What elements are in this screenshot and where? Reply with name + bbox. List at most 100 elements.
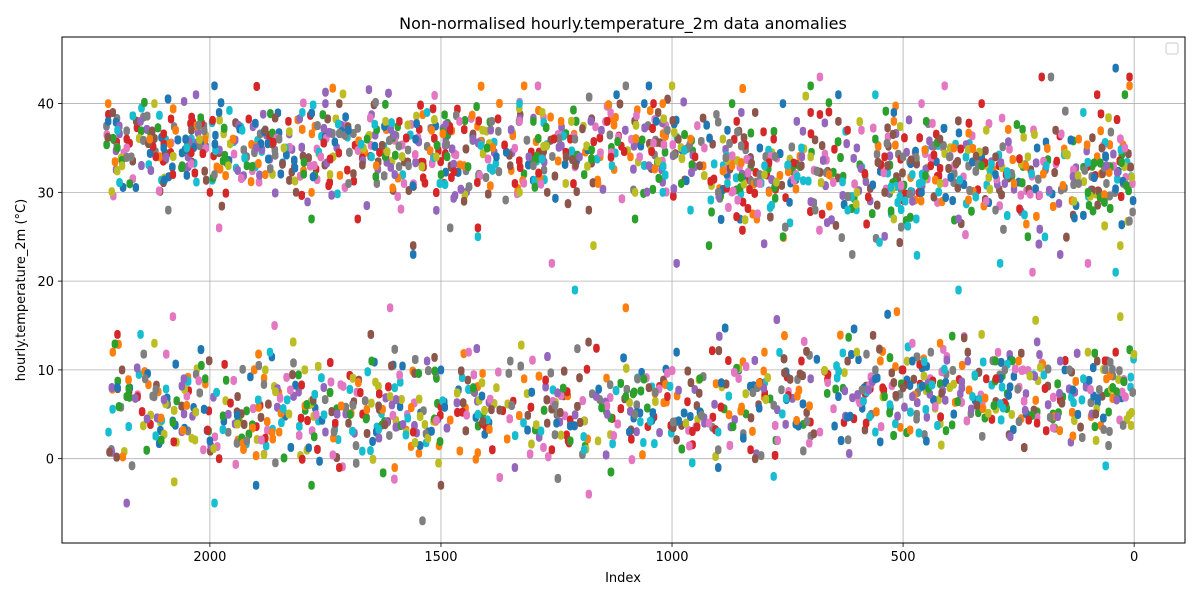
series-point	[349, 400, 357, 410]
data-point	[431, 133, 438, 143]
data-point	[516, 411, 523, 421]
data-point	[1044, 143, 1051, 153]
data-point	[1064, 150, 1071, 160]
data-point	[952, 159, 960, 169]
series-point	[636, 152, 643, 162]
series-point	[1001, 178, 1008, 188]
data-point	[644, 403, 651, 413]
data-point	[656, 428, 663, 438]
data-point	[349, 373, 357, 383]
series-point	[391, 170, 398, 180]
data-point	[357, 388, 364, 398]
data-point	[219, 425, 227, 435]
data-point	[167, 114, 175, 124]
data-point	[965, 128, 972, 138]
series-point	[728, 161, 736, 171]
data-point	[1044, 364, 1052, 374]
data-point	[633, 427, 640, 437]
data-point	[846, 449, 853, 459]
data-point	[537, 426, 545, 436]
data-point	[725, 202, 732, 212]
data-point	[729, 422, 737, 432]
data-point	[561, 411, 569, 421]
data-point	[1085, 375, 1093, 385]
data-point	[607, 108, 614, 118]
data-point	[248, 162, 256, 172]
data-point	[1102, 152, 1109, 162]
series-point	[493, 383, 500, 393]
data-point	[193, 177, 200, 187]
data-point	[603, 373, 610, 383]
data-point	[376, 389, 383, 399]
series-point	[1033, 418, 1041, 428]
data-point	[1109, 383, 1116, 393]
data-point	[985, 119, 993, 129]
data-point	[537, 179, 545, 189]
data-point	[150, 392, 158, 402]
data-point	[942, 192, 949, 202]
series-point	[368, 152, 375, 162]
series-point	[992, 205, 999, 215]
data-point	[817, 178, 825, 188]
series-point	[114, 125, 121, 135]
data-point	[998, 190, 1005, 200]
series-point	[215, 454, 223, 464]
data-point	[116, 178, 123, 188]
data-point	[551, 430, 559, 440]
data-point	[942, 178, 949, 188]
data-point	[412, 150, 419, 160]
series-point	[715, 187, 722, 197]
series-point	[761, 161, 768, 171]
data-point	[197, 345, 205, 355]
data-point	[1063, 232, 1070, 242]
series-point	[955, 285, 962, 295]
data-point	[496, 472, 503, 482]
data-point	[320, 382, 328, 392]
series-point	[169, 170, 177, 180]
data-point	[865, 192, 872, 202]
data-point	[291, 155, 298, 165]
data-point	[805, 176, 812, 186]
data-point	[166, 139, 174, 149]
data-point	[806, 401, 813, 411]
series-point	[544, 418, 551, 428]
data-point	[262, 441, 270, 451]
data-point	[717, 402, 725, 412]
data-point	[1109, 365, 1116, 375]
data-point	[1101, 190, 1108, 200]
series-point	[909, 356, 916, 366]
data-point	[431, 352, 438, 362]
series-point	[382, 116, 389, 126]
data-point	[751, 355, 759, 365]
data-point	[529, 355, 536, 365]
data-point	[308, 108, 315, 118]
data-point	[388, 361, 395, 371]
data-point	[897, 205, 905, 215]
data-point	[1059, 181, 1067, 191]
data-point	[492, 159, 499, 169]
data-point	[849, 393, 856, 403]
data-point	[830, 177, 837, 187]
data-point	[256, 170, 263, 180]
data-point	[350, 128, 357, 138]
data-point	[870, 123, 877, 133]
data-point	[111, 339, 119, 349]
series-point	[890, 107, 898, 117]
series-point	[687, 205, 694, 215]
data-point	[767, 212, 774, 222]
data-point	[399, 361, 406, 371]
series-point	[747, 445, 754, 455]
data-point	[247, 177, 255, 187]
series-point	[604, 116, 611, 126]
data-point	[982, 146, 989, 156]
data-point	[1014, 384, 1021, 394]
data-point	[238, 173, 245, 183]
data-point	[1058, 398, 1066, 408]
data-point	[873, 200, 881, 210]
series-point	[1117, 312, 1124, 322]
data-point	[200, 404, 208, 414]
data-point	[811, 135, 819, 145]
data-point	[554, 156, 562, 166]
series-point	[872, 365, 879, 375]
data-point	[443, 152, 451, 162]
